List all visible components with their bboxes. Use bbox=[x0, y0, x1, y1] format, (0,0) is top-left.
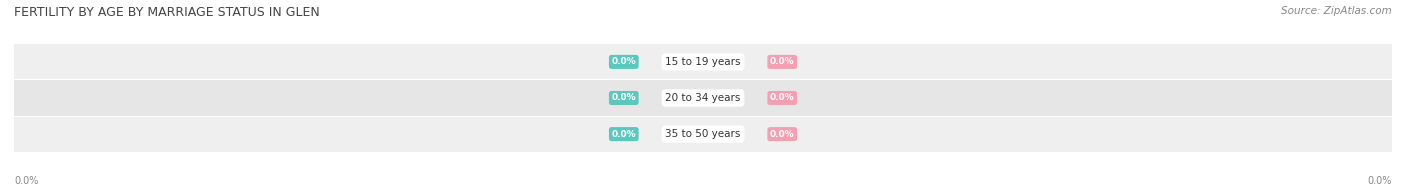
Text: 0.0%: 0.0% bbox=[770, 93, 794, 103]
Text: FERTILITY BY AGE BY MARRIAGE STATUS IN GLEN: FERTILITY BY AGE BY MARRIAGE STATUS IN G… bbox=[14, 6, 319, 19]
Bar bbox=[14, 80, 1392, 116]
Bar bbox=[14, 44, 1392, 79]
Text: 0.0%: 0.0% bbox=[612, 57, 636, 66]
Text: 0.0%: 0.0% bbox=[14, 176, 38, 186]
Text: 0.0%: 0.0% bbox=[612, 93, 636, 103]
Text: 20 to 34 years: 20 to 34 years bbox=[665, 93, 741, 103]
Text: Source: ZipAtlas.com: Source: ZipAtlas.com bbox=[1281, 6, 1392, 16]
Text: 0.0%: 0.0% bbox=[770, 130, 794, 139]
Bar bbox=[14, 117, 1392, 152]
Text: 0.0%: 0.0% bbox=[612, 130, 636, 139]
Text: 35 to 50 years: 35 to 50 years bbox=[665, 129, 741, 139]
Text: 15 to 19 years: 15 to 19 years bbox=[665, 57, 741, 67]
Text: 0.0%: 0.0% bbox=[770, 57, 794, 66]
Text: 0.0%: 0.0% bbox=[1368, 176, 1392, 186]
